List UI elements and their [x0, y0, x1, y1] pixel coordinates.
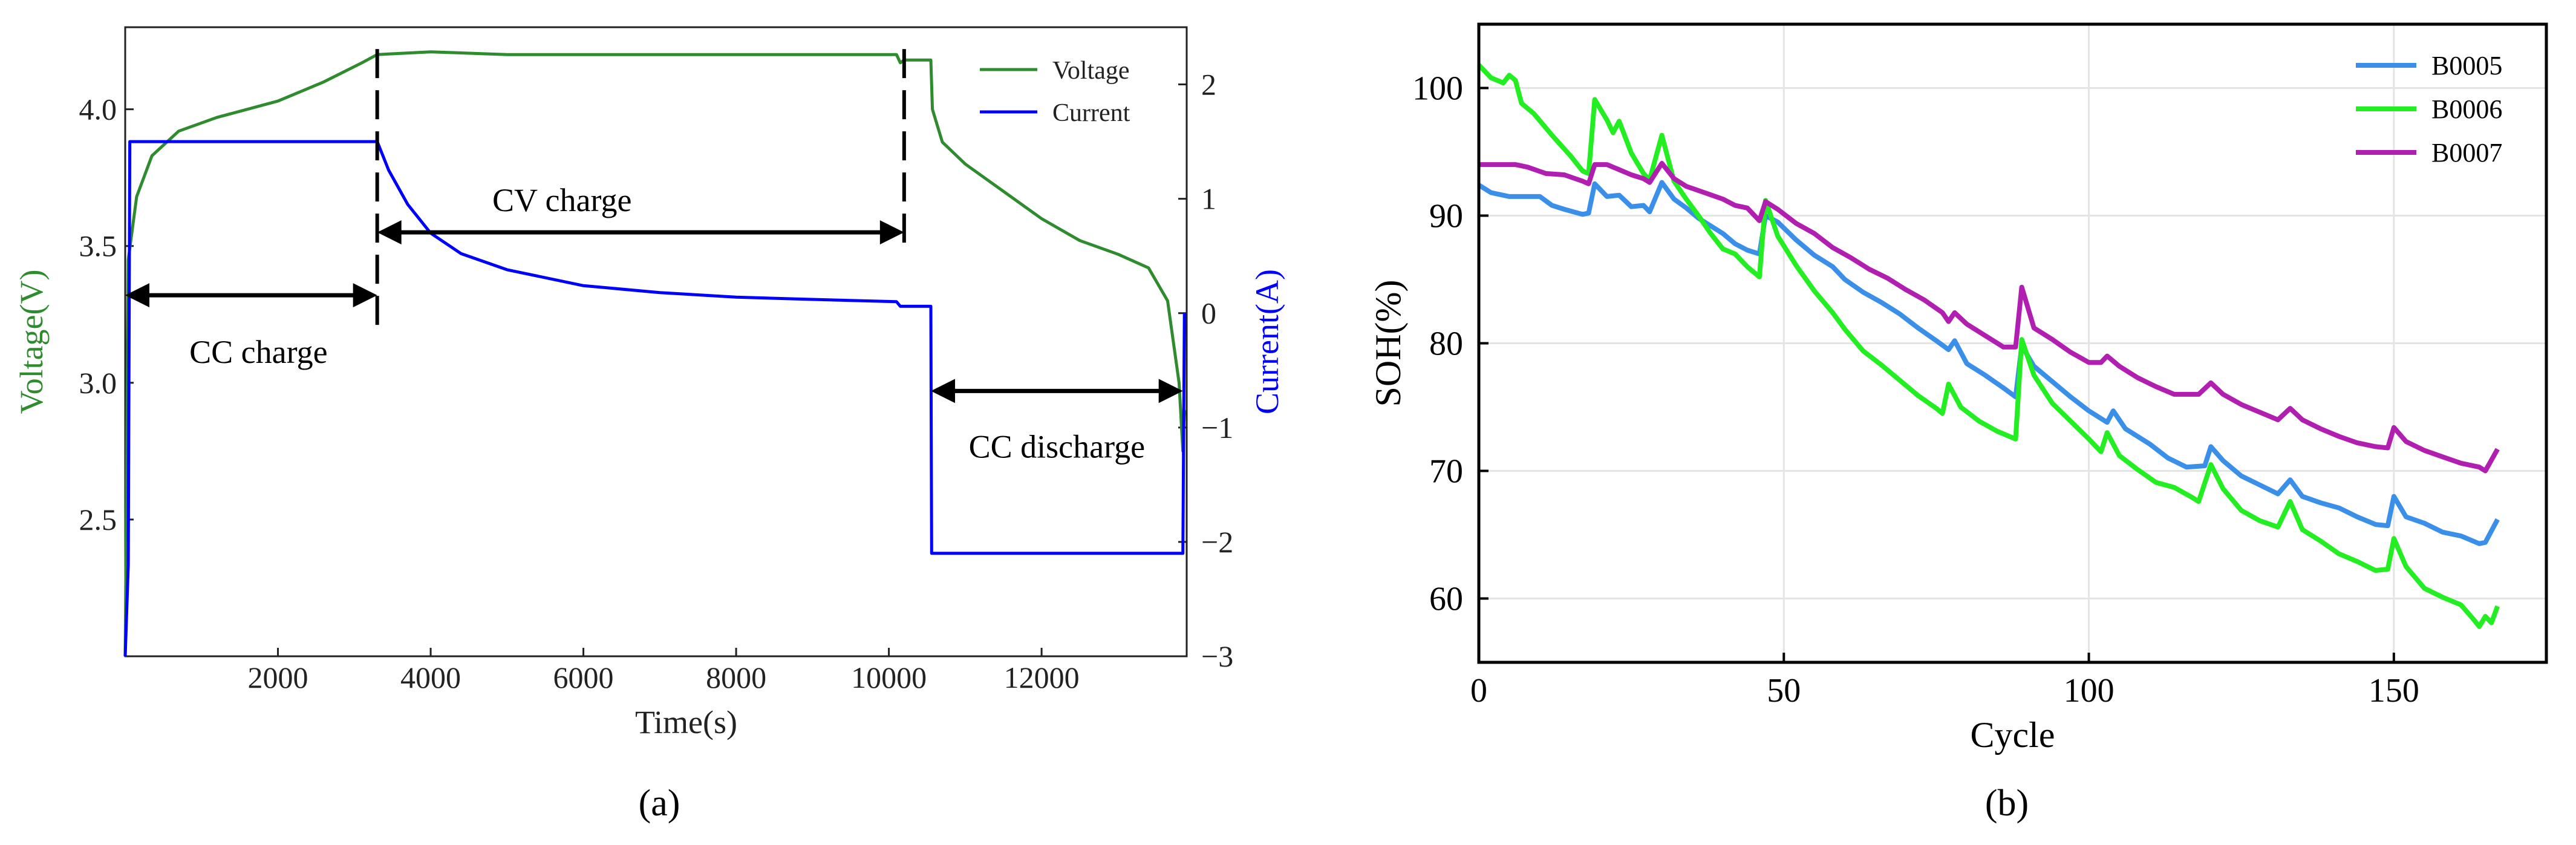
annotation-arrowhead-left — [377, 220, 402, 245]
y-axis-label-b: SOH(%) — [1368, 280, 1408, 407]
y-left-tick-label-a: 4.0 — [79, 93, 117, 126]
x-tick-label-a: 8000 — [706, 661, 766, 694]
series-line-current — [123, 140, 1186, 657]
y-tick-label-b: 100 — [1412, 70, 1463, 108]
annotation-arrowhead-right — [879, 220, 904, 245]
y-right-tick-label-a: 2 — [1201, 68, 1216, 102]
x-tick-label-b: 0 — [1470, 672, 1487, 710]
x-tick-label-a: 10000 — [851, 661, 927, 694]
y-right-tick-label-a: 0 — [1201, 296, 1216, 330]
x-axis-label-b: Cycle — [1971, 715, 2055, 755]
panel-label-b: (b) — [1985, 783, 2029, 824]
annotation-arrowhead-left — [125, 283, 149, 308]
x-tick-label-b: 150 — [2369, 672, 2419, 710]
series-line-b0007 — [1479, 161, 2500, 474]
chart-a: 2000 4000 6000 8000 10000 12000 2.5 3.0 3.5 4.0 −3… — [13, 26, 1285, 740]
plot-frame-a — [124, 26, 1188, 657]
legend-label-b0006: B0006 — [2431, 94, 2502, 124]
legend-label-voltage: Voltage — [1052, 57, 1130, 85]
chart-b: 0 50 100 15060708090100CycleSOH(%)B0005B000… — [1368, 22, 2548, 755]
y-left-tick-label-a: 3.5 — [79, 229, 117, 263]
legend-label-b0007: B0007 — [2431, 138, 2502, 168]
y-tick-label-b: 80 — [1429, 325, 1463, 363]
y-right-tick-label-a: −1 — [1201, 411, 1233, 445]
y-left-tick-label-a: 3.0 — [79, 366, 117, 400]
y-right-tick-label-a: −2 — [1201, 525, 1233, 559]
legend-label-current: Current — [1052, 99, 1130, 127]
y-right-tick-label-a: 1 — [1201, 182, 1216, 216]
x-tick-label-a: 6000 — [553, 661, 614, 694]
y-left-tick-label-a: 2.5 — [79, 503, 117, 537]
series-line-b0005 — [1477, 180, 2500, 546]
annotation-arrowhead-right — [1158, 379, 1183, 403]
annotation-arrowhead-right — [353, 283, 377, 308]
y-tick-label-b: 90 — [1429, 198, 1463, 235]
annotation-arrowhead-left — [931, 379, 956, 403]
annotation-text-cc-charge: CC charge — [189, 334, 327, 370]
panel-label-a: (a) — [639, 783, 680, 824]
y-tick-label-b: 70 — [1429, 453, 1463, 491]
x-tick-label-a: 12000 — [1004, 661, 1080, 694]
legend-label-b0005: B0005 — [2431, 51, 2502, 80]
y-right-tick-label-a: −3 — [1201, 639, 1233, 673]
series-line-b0006 — [1477, 63, 2500, 629]
x-tick-label-a: 2000 — [248, 661, 308, 694]
y-right-axis-label-a: Current(A) — [1249, 269, 1285, 414]
x-tick-label-a: 4000 — [400, 661, 461, 694]
y-left-axis-label-a: Voltage(V) — [13, 270, 50, 414]
x-tick-label-b: 50 — [1767, 672, 1801, 710]
x-axis-label-a: Time(s) — [635, 704, 737, 740]
annotation-text-cc-discharge: CC discharge — [969, 428, 1145, 465]
series-line-voltage — [123, 50, 1186, 657]
x-tick-label-b: 100 — [2064, 672, 2115, 710]
annotation-text-cv-charge: CV charge — [492, 182, 631, 218]
y-tick-label-b: 60 — [1429, 581, 1463, 618]
